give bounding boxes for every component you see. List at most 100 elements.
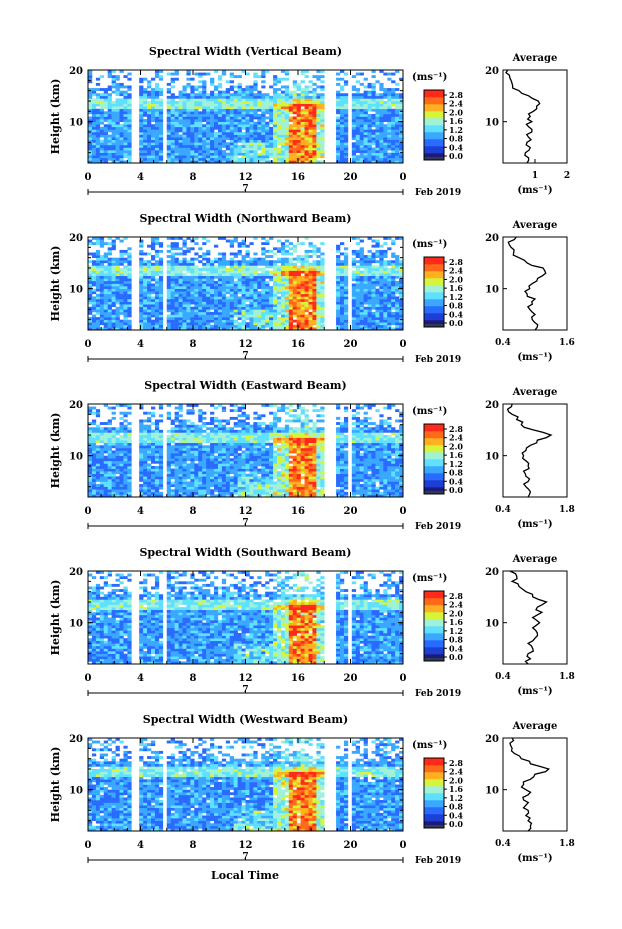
- heatmap-cell: [371, 124, 376, 128]
- heatmap-cell: [147, 129, 152, 133]
- heatmap-cell: [383, 317, 388, 320]
- heatmap-cell: [340, 70, 345, 73]
- heatmap-cell: [336, 304, 341, 308]
- heatmap-cell: [304, 129, 309, 133]
- heatmap-cell: [245, 119, 250, 122]
- heatmap-cell: [154, 106, 160, 110]
- heatmap-cell: [391, 119, 396, 122]
- heatmap-cell: [202, 72, 207, 76]
- heatmap-cell: [143, 494, 148, 498]
- heatmap-cell: [198, 322, 203, 326]
- heatmap-cell: [399, 129, 404, 133]
- heatmap-cell: [111, 134, 116, 138]
- heatmap-cell: [158, 324, 164, 328]
- heatmap-cell: [399, 111, 404, 115]
- heatmap-cell: [214, 309, 219, 313]
- heatmap-cell: [233, 311, 238, 315]
- heatmap-cell: [257, 121, 262, 125]
- heatmap-cell: [95, 144, 101, 148]
- heatmap-cell: [95, 255, 101, 258]
- heatmap-cell: [206, 273, 211, 277]
- heatmap-cell: [269, 314, 274, 318]
- heatmap-cell: [280, 327, 286, 331]
- heatmap-cell: [229, 139, 234, 143]
- heatmap-cell: [143, 93, 148, 97]
- heatmap-cell: [107, 447, 112, 451]
- heatmap-cell: [91, 447, 97, 451]
- heatmap-cell: [241, 103, 246, 107]
- heatmap-cell: [304, 111, 309, 115]
- heatmap-cell: [88, 494, 93, 498]
- heatmap-cell: [320, 283, 325, 287]
- heatmap-cell: [371, 283, 376, 287]
- heatmap-cell: [261, 288, 266, 292]
- heatmap-cell: [91, 327, 97, 331]
- heatmap-cell: [107, 139, 112, 143]
- heatmap-cell: [139, 473, 144, 477]
- heatmap-cell: [158, 93, 164, 97]
- heatmap-cell: [143, 95, 148, 99]
- heatmap-cell: [206, 265, 211, 269]
- heatmap-cell: [170, 144, 175, 148]
- heatmap-cell: [300, 108, 305, 112]
- heatmap-cell: [151, 150, 156, 153]
- heatmap-cell: [123, 291, 128, 295]
- heatmap-cell: [115, 286, 120, 289]
- heatmap-cell: [367, 101, 372, 104]
- heatmap-cell: [210, 124, 215, 128]
- heatmap-cell: [210, 116, 215, 120]
- heatmap-cell: [320, 93, 325, 97]
- heatmap-cell: [143, 150, 148, 153]
- heatmap-cell: [151, 142, 156, 146]
- heatmap-cell: [253, 296, 258, 300]
- heatmap-cell: [375, 113, 380, 117]
- heatmap-cell: [343, 126, 349, 130]
- heatmap-cell: [363, 270, 368, 274]
- heatmap-cell: [123, 152, 128, 156]
- heatmap-cell: [103, 129, 108, 133]
- heatmap-cell: [139, 134, 144, 138]
- heatmap-cell: [158, 152, 164, 156]
- heatmap-cell: [320, 273, 325, 277]
- heatmap-cell: [202, 142, 207, 146]
- heatmap-cell: [107, 268, 112, 271]
- heatmap-cell: [273, 152, 278, 156]
- heatmap-cell: [249, 85, 254, 89]
- heatmap-cell: [202, 157, 207, 161]
- heatmap-cell: [147, 311, 152, 315]
- heatmap-cell: [288, 129, 294, 133]
- heatmap-cell: [277, 88, 282, 91]
- heatmap-cell: [359, 327, 364, 331]
- heatmap-cell: [395, 283, 400, 287]
- colorbar-swatch: [424, 146, 444, 154]
- heatmap-cell: [143, 280, 148, 284]
- heatmap-cell: [261, 237, 266, 240]
- heatmap-cell: [273, 82, 278, 86]
- heatmap-cell: [178, 160, 183, 164]
- heatmap-cell: [202, 155, 207, 159]
- heatmap-cell: [186, 82, 191, 86]
- heatmap-cell: [202, 252, 207, 256]
- heatmap-cell: [99, 489, 105, 493]
- heatmap-cell: [139, 406, 144, 410]
- heatmap-cell: [292, 319, 297, 323]
- heatmap-cell: [95, 484, 101, 487]
- heatmap-cell: [399, 108, 404, 112]
- heatmap-cell: [399, 137, 404, 141]
- heatmap-cell: [336, 160, 341, 164]
- heatmap-cell: [182, 108, 187, 112]
- x-tick-label: 20: [344, 172, 358, 183]
- heatmap-cell: [292, 116, 297, 120]
- heatmap-cell: [343, 280, 349, 284]
- heatmap-cell: [210, 155, 215, 159]
- heatmap-cell: [186, 283, 191, 287]
- heatmap-cell: [190, 314, 195, 318]
- heatmap-cell: [170, 237, 175, 240]
- heatmap-cell: [379, 134, 384, 138]
- heatmap-cell: [249, 129, 254, 133]
- heatmap-cell: [265, 124, 270, 128]
- heatmap-cell: [202, 82, 207, 86]
- heatmap-cell: [292, 139, 297, 143]
- heatmap-cell: [178, 98, 183, 102]
- heatmap-cell: [95, 301, 101, 305]
